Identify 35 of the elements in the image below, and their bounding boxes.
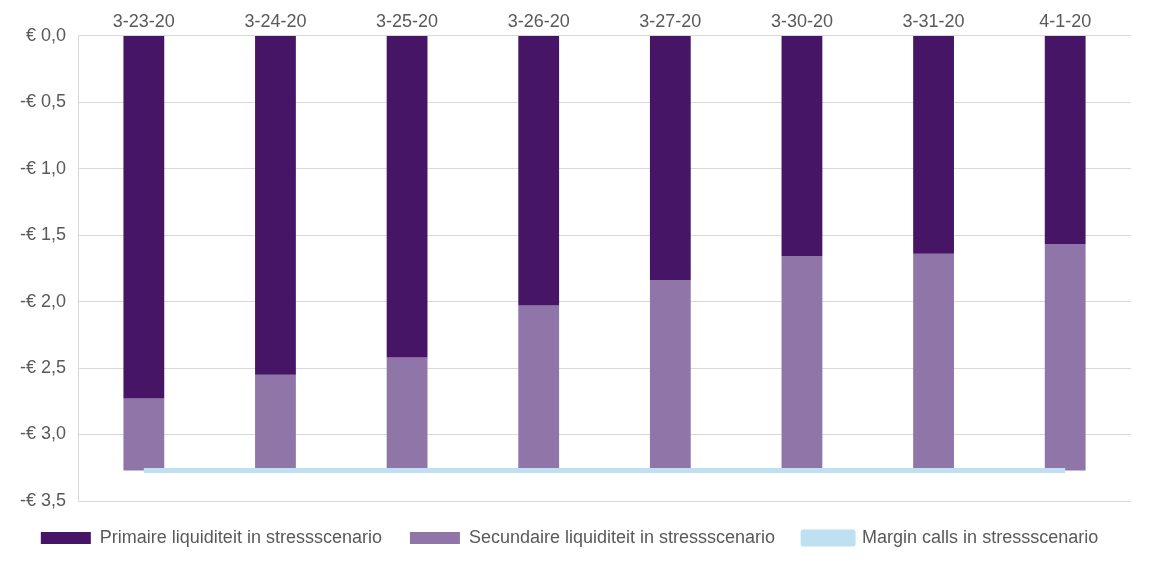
x-tick-label: 3-26-20 xyxy=(507,10,570,31)
bar xyxy=(781,256,823,471)
y-tick-label: € 0,0 xyxy=(25,24,67,45)
bar xyxy=(255,36,296,375)
bar xyxy=(518,36,560,306)
y-tick-label: -€ 1,0 xyxy=(20,157,67,178)
bar xyxy=(255,374,296,471)
y-tick-label: -€ 2,5 xyxy=(20,357,67,377)
x-tick-label: 3-23-20 xyxy=(112,10,175,31)
bar xyxy=(386,357,428,471)
bar xyxy=(123,398,165,471)
bar xyxy=(649,36,691,281)
bar xyxy=(649,280,691,471)
bar xyxy=(123,36,165,399)
bar xyxy=(518,305,560,471)
bar xyxy=(1044,36,1086,245)
bar xyxy=(1044,244,1086,471)
x-tick-label: 3-25-20 xyxy=(376,10,439,31)
x-tick-label: 4-1-20 xyxy=(1039,10,1092,31)
x-tick-label: 3-27-20 xyxy=(639,10,702,31)
y-tick-label: -€ 3,5 xyxy=(20,489,67,510)
bar xyxy=(386,36,428,358)
x-tick-label: 3-24-20 xyxy=(244,10,307,31)
x-tick-label: 3-30-20 xyxy=(770,10,833,31)
bar xyxy=(913,36,954,254)
x-tick-label: 3-31-20 xyxy=(902,10,965,31)
legend-label: Primaire liquiditeit in stressscenario xyxy=(99,526,382,547)
legend-label: Margin calls in stressscenario xyxy=(862,526,1099,547)
bar xyxy=(913,253,954,471)
y-tick-label: -€ 3,0 xyxy=(20,423,67,444)
bar xyxy=(781,36,823,257)
y-tick-label: -€ 0,5 xyxy=(20,91,67,112)
legend-label: Secundaire liquiditeit in stressscenario xyxy=(468,526,776,547)
y-tick-label: -€ 2,0 xyxy=(20,290,67,311)
y-tick-label: -€ 1,5 xyxy=(20,224,67,245)
